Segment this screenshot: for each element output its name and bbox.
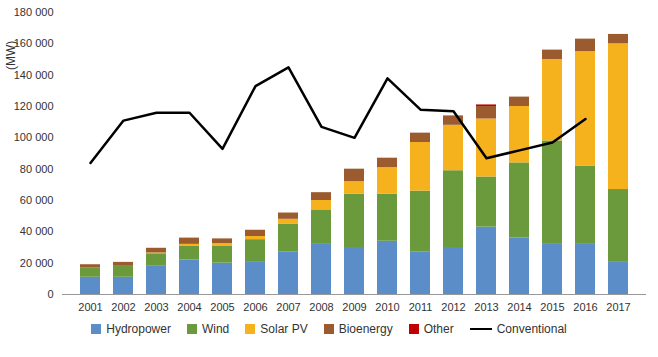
svg-text:2005: 2005 — [210, 301, 234, 313]
svg-text:2009: 2009 — [342, 301, 366, 313]
svg-text:0: 0 — [47, 288, 53, 300]
svg-text:40 000: 40 000 — [20, 225, 54, 237]
svg-text:2015: 2015 — [540, 301, 564, 313]
svg-text:2013: 2013 — [474, 301, 498, 313]
html-text:Conventional: Conventional — [496, 322, 567, 336]
svg-text:80 000: 80 000 — [20, 163, 54, 175]
html-text:Solar PV: Solar PV — [260, 322, 308, 336]
html-text:Wind: Wind — [201, 322, 230, 336]
svg-text:120 000: 120 000 — [14, 100, 54, 112]
html-text:Other: Other — [423, 322, 454, 336]
svg-text:2017: 2017 — [606, 301, 630, 313]
svg-text:2012: 2012 — [441, 301, 465, 313]
html-text:Bioenergy: Bioenergy — [338, 322, 393, 336]
svg-text:2011: 2011 — [409, 301, 433, 313]
svg-text:2007: 2007 — [276, 301, 300, 313]
svg-text:160 000: 160 000 — [14, 37, 54, 49]
svg-text:2010: 2010 — [375, 301, 399, 313]
svg-text:2001: 2001 — [78, 301, 102, 313]
svg-text:2008: 2008 — [309, 301, 333, 313]
svg-text:2004: 2004 — [177, 301, 201, 313]
svg-text:2014: 2014 — [507, 301, 531, 313]
svg-text:2002: 2002 — [111, 301, 135, 313]
svg-text:2003: 2003 — [144, 301, 168, 313]
svg-text:180 000: 180 000 — [14, 6, 54, 18]
svg-text:60 000: 60 000 — [20, 194, 54, 206]
svg-text:140 000: 140 000 — [14, 69, 54, 81]
svg-text:2016: 2016 — [573, 301, 597, 313]
svg-text:2006: 2006 — [243, 301, 267, 313]
html-text:(MW): (MW) — [4, 40, 18, 70]
svg-text:100 000: 100 000 — [14, 131, 54, 143]
svg-text:20 000: 20 000 — [20, 257, 54, 269]
html-text:Hydropower: Hydropower — [106, 322, 171, 336]
